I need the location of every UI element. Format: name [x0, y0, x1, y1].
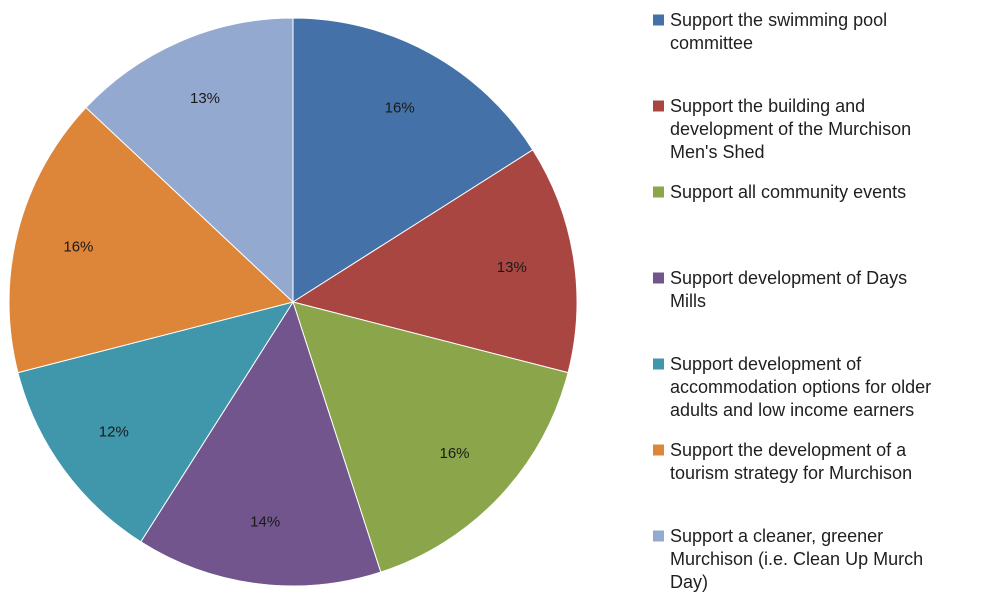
pie-slice-6 [8, 106, 295, 374]
pie-data-label-5: 12% [99, 424, 129, 441]
legend-entry-4: Support development of Days Mills [653, 268, 907, 311]
legend-label-4-line-1: Support development of Days [670, 268, 907, 288]
legend-entry-6: Support the development of a tourism stra… [653, 440, 912, 483]
legend-swatch-4 [653, 272, 664, 284]
legend-label-5-line-1: Support development of [670, 354, 862, 374]
legend-label-7-line-3: Day) [670, 572, 708, 592]
pie-data-label-2: 13% [497, 259, 527, 276]
pie-slice-2 [291, 149, 578, 374]
legend-label-5-line-2: accommodation options for older [670, 377, 931, 397]
pie-data-label-3: 16% [439, 445, 469, 462]
legend-label-1-line-1: Support the swimming pool [670, 10, 887, 30]
pie-data-label-7: 13% [190, 90, 220, 107]
legend-label-6-line-1: Support the development of a [670, 440, 907, 460]
legend-entry-7: Support a cleaner, greener Murchison (i.e… [653, 526, 923, 592]
legend-entry-3: Support all community events [653, 182, 906, 202]
pie-slice-1 [292, 17, 534, 303]
pie-slice-5 [17, 301, 295, 543]
legend-label-1-line-2: committee [670, 33, 753, 53]
legend-swatch-1 [653, 14, 664, 26]
legend-label-7-line-1: Support a cleaner, greener [670, 526, 883, 546]
legend-label-7-line-2: Murchison (i.e. Clean Up Murch [670, 549, 923, 569]
pie-slice-4 [140, 300, 382, 587]
legend-label-4-line-2: Mills [670, 291, 706, 311]
legend: Support the swimming poolcommitteeSuppor… [653, 10, 931, 592]
legend-swatch-3 [653, 186, 664, 198]
legend-entry-2: Support the building and development of t… [653, 96, 911, 162]
legend-label-2-line-1: Support the building and [670, 96, 865, 116]
pie-data-label-1: 16% [385, 99, 415, 116]
pie-data-labels: 16% 13% 16% 14% 12% 16% 13% [63, 90, 526, 530]
legend-swatch-7 [653, 530, 664, 542]
legend-label-3-line-1: Support all community events [670, 182, 906, 202]
legend-swatch-2 [653, 100, 664, 112]
pie-slice-3 [292, 301, 569, 573]
legend-label-2-line-2: development of the Murchison [670, 119, 911, 139]
legend-swatch-6 [653, 444, 664, 456]
legend-label-5-line-3: adults and low income earners [670, 400, 914, 420]
pie-slices [8, 17, 578, 587]
legend-label-6-line-2: tourism strategy for Murchison [670, 463, 912, 483]
legend-entry-1: Support the swimming pool committee [653, 10, 887, 53]
pie-data-label-4: 14% [250, 513, 280, 530]
pie-data-label-6: 16% [63, 238, 93, 255]
legend-entry-5: Support development of accommodation opti… [653, 354, 931, 420]
pie-slice-7 [85, 17, 294, 304]
legend-swatch-5 [653, 358, 664, 370]
legend-label-2-line-3: Men's Shed [670, 142, 765, 162]
